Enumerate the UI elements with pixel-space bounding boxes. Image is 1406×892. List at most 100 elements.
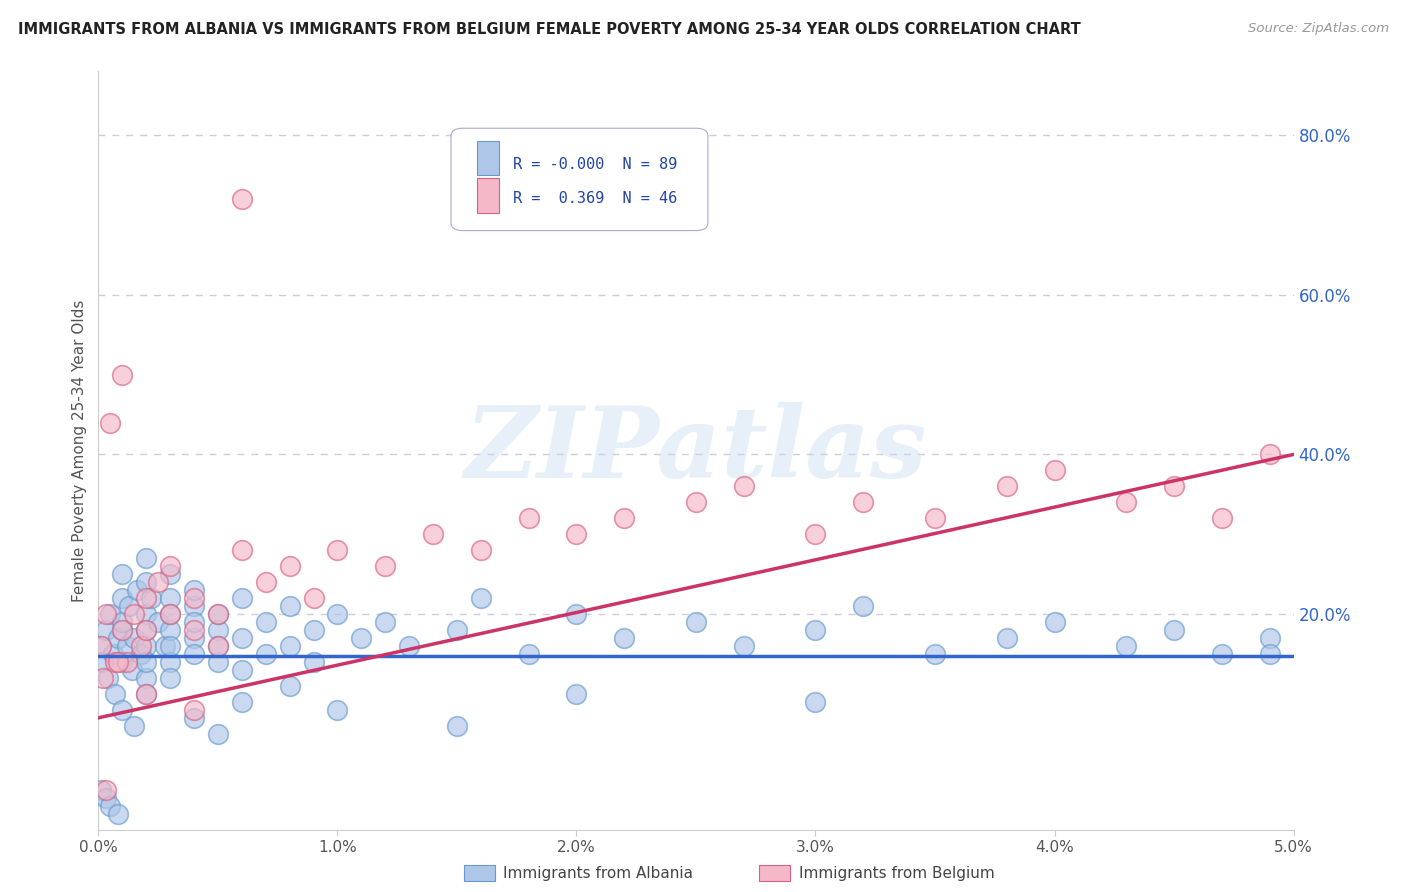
Point <box>118 599 141 613</box>
Point <box>231 663 253 677</box>
Y-axis label: Female Poverty Among 25-34 Year Olds: Female Poverty Among 25-34 Year Olds <box>72 300 87 601</box>
Point <box>94 607 117 621</box>
Text: Immigrants from Albania: Immigrants from Albania <box>503 866 693 880</box>
Point <box>1043 463 1066 477</box>
Point <box>326 703 349 717</box>
Point <box>278 599 301 613</box>
Point <box>733 479 755 493</box>
Point <box>1258 631 1281 645</box>
Point <box>104 655 127 669</box>
Point <box>135 623 157 637</box>
Point <box>326 543 349 558</box>
Point <box>111 623 134 637</box>
Point <box>995 631 1018 645</box>
Point <box>278 639 301 653</box>
Point <box>94 790 117 805</box>
Point <box>111 567 134 582</box>
Point <box>107 631 129 645</box>
Point <box>207 639 229 653</box>
Point <box>565 687 588 701</box>
Point <box>135 639 157 653</box>
Text: Source: ZipAtlas.com: Source: ZipAtlas.com <box>1249 22 1389 36</box>
Point <box>207 607 229 621</box>
Point <box>111 368 134 382</box>
Text: R = -0.000  N = 89: R = -0.000 N = 89 <box>513 157 678 172</box>
Point <box>804 527 827 541</box>
Point <box>183 591 205 606</box>
Point <box>852 599 875 613</box>
Point <box>91 671 114 685</box>
Point <box>121 663 143 677</box>
Point <box>231 543 253 558</box>
Point <box>115 639 138 653</box>
Point <box>111 591 134 606</box>
Point <box>470 591 492 606</box>
Point <box>254 647 277 661</box>
Point <box>183 647 205 661</box>
Point <box>131 639 153 653</box>
Point <box>115 655 138 669</box>
Point <box>231 591 253 606</box>
Point <box>1258 447 1281 461</box>
Point <box>1115 639 1137 653</box>
Point <box>613 511 636 525</box>
Point <box>91 655 114 669</box>
Point <box>1211 511 1233 525</box>
Point <box>97 671 120 685</box>
Point <box>111 655 134 669</box>
Point <box>374 559 396 574</box>
Point <box>135 655 157 669</box>
Point <box>183 711 205 725</box>
Point <box>422 527 444 541</box>
Point <box>135 687 157 701</box>
Point <box>90 639 112 653</box>
Point <box>94 782 117 797</box>
Point <box>111 615 134 629</box>
Point <box>159 607 181 621</box>
Point <box>207 727 229 741</box>
Point <box>98 416 122 430</box>
Point <box>135 575 157 590</box>
Point <box>804 695 827 709</box>
Point <box>183 615 205 629</box>
Point <box>124 607 146 621</box>
Point <box>231 631 253 645</box>
Point <box>470 543 492 558</box>
Point <box>159 591 181 606</box>
Point <box>517 647 540 661</box>
Text: ZIPatlas: ZIPatlas <box>465 402 927 499</box>
Point <box>613 631 636 645</box>
Point <box>139 591 162 606</box>
FancyBboxPatch shape <box>477 178 499 212</box>
Point <box>1115 495 1137 509</box>
Point <box>135 607 157 621</box>
Point <box>1163 479 1185 493</box>
Point <box>685 615 707 629</box>
Point <box>155 639 177 653</box>
Point <box>517 511 540 525</box>
Point <box>125 583 148 598</box>
Point <box>159 567 181 582</box>
Point <box>183 623 205 637</box>
Point <box>124 719 146 733</box>
Point <box>733 639 755 653</box>
Point <box>446 623 468 637</box>
Point <box>278 679 301 693</box>
Point <box>231 192 253 206</box>
Point <box>1163 623 1185 637</box>
Point <box>107 655 129 669</box>
Point <box>183 703 205 717</box>
Text: Immigrants from Belgium: Immigrants from Belgium <box>799 866 994 880</box>
Point <box>148 575 170 590</box>
Point <box>98 798 122 813</box>
Point <box>852 495 875 509</box>
Point <box>398 639 420 653</box>
Point <box>159 623 181 637</box>
Point <box>207 623 229 637</box>
Text: R =  0.369  N = 46: R = 0.369 N = 46 <box>513 191 678 206</box>
Point <box>231 695 253 709</box>
Point <box>207 639 229 653</box>
Point <box>148 615 170 629</box>
Point <box>104 687 127 701</box>
Point <box>90 782 112 797</box>
